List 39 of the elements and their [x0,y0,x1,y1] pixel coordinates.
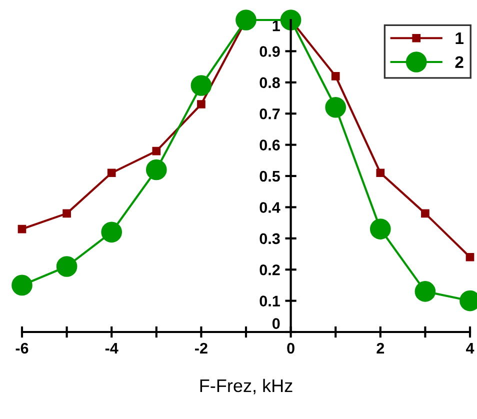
legend-label: 1 [456,32,464,44]
point [421,209,430,218]
y-tick-label: 0.3 [260,233,280,244]
point [376,168,385,178]
y-tick-label: 0.6 [260,140,280,150]
point [466,252,474,262]
y-tick-label: 0.8 [260,77,280,88]
y-tick-label: 0.1 [260,296,280,306]
point [12,274,32,296]
point [56,256,78,277]
y-tick-label: 0 [272,318,280,329]
point [146,159,167,180]
legend-label: 2 [455,56,464,68]
y-tick-label: 1 [272,20,280,32]
point [236,10,256,30]
point [414,281,436,302]
point [325,96,346,118]
x-tick-label: -4 [105,342,118,354]
x-tick-label: 4 [466,342,474,354]
x-tick-label: -2 [195,342,208,354]
point [331,72,340,80]
point [280,10,302,30]
point [370,218,391,240]
x-tick-label: 2 [376,342,384,354]
point [152,146,161,156]
point [62,209,71,218]
point [190,75,212,96]
x-tick-label: 0 [287,342,294,354]
y-tick-label: 0.9 [260,46,280,57]
y-tick-label: 0.2 [260,264,280,276]
y-tick-label: 0.5 [260,170,280,182]
x-axis-title: F-Frez, kHz [200,378,292,394]
point [101,222,122,243]
y-tick-label: 0.7 [260,108,280,120]
point [107,168,116,178]
point [18,224,26,234]
point [197,100,206,108]
y-tick-label: 0.4 [260,202,280,213]
x-tick-label: -6 [16,342,28,354]
